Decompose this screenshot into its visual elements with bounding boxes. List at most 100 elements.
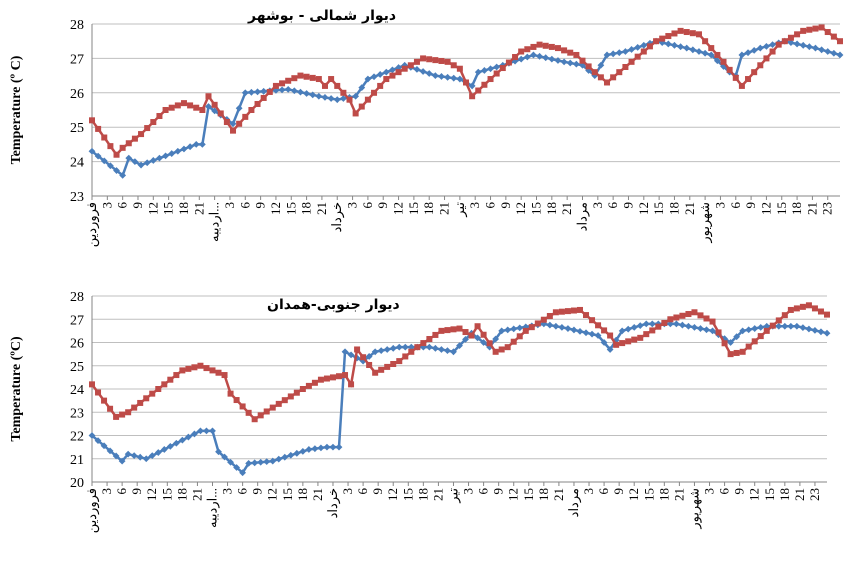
data-point — [336, 373, 343, 380]
data-point — [366, 361, 373, 368]
data-point — [530, 43, 537, 50]
data-point — [775, 317, 782, 324]
data-point — [118, 457, 126, 465]
x-tick-label: 3 — [590, 202, 605, 209]
data-point — [631, 336, 638, 343]
data-point — [727, 339, 735, 346]
data-point — [824, 29, 831, 36]
data-point — [456, 325, 463, 332]
data-point — [143, 159, 151, 167]
x-tick-label: 6 — [114, 488, 129, 495]
data-point — [346, 96, 353, 103]
data-point — [420, 340, 427, 347]
data-point — [480, 67, 488, 74]
data-point — [365, 353, 373, 360]
data-point — [297, 88, 304, 96]
data-point — [618, 327, 626, 335]
data-point — [321, 93, 329, 101]
data-point — [239, 469, 247, 477]
data-point — [603, 51, 611, 59]
data-point — [518, 48, 525, 55]
x-tick-label: 6 — [728, 202, 743, 209]
data-point — [576, 306, 583, 313]
data-point — [113, 151, 120, 158]
data-point — [335, 443, 343, 451]
data-point — [203, 427, 210, 435]
data-point — [751, 338, 758, 345]
data-point — [646, 43, 653, 50]
data-point — [354, 346, 361, 353]
data-point — [432, 344, 439, 352]
data-point — [606, 346, 614, 353]
data-point — [751, 69, 758, 76]
data-point — [193, 104, 200, 111]
x-tick-label: شهریور — [686, 488, 702, 530]
data-point — [542, 54, 550, 62]
x-tick-label: شهریور — [697, 202, 713, 244]
data-point — [227, 390, 234, 397]
data-point — [727, 351, 734, 358]
data-point — [389, 344, 397, 352]
data-point — [677, 27, 684, 34]
data-point — [376, 71, 384, 78]
data-point — [168, 104, 175, 111]
data-point — [266, 88, 273, 95]
data-point — [372, 369, 379, 376]
x-tick-label: 9 — [732, 488, 747, 495]
x-tick-label: 18 — [656, 488, 671, 501]
data-point — [197, 427, 204, 435]
data-point — [800, 27, 807, 34]
data-point — [522, 327, 529, 334]
x-tick-label: 12 — [144, 488, 159, 501]
data-point — [695, 31, 702, 38]
data-point — [536, 52, 543, 60]
data-point — [702, 38, 709, 45]
data-point — [327, 95, 335, 102]
data-point — [329, 374, 336, 381]
data-point — [817, 328, 825, 336]
data-point — [636, 322, 644, 330]
data-point — [329, 443, 337, 451]
x-tick-label: 6 — [596, 488, 611, 495]
data-point — [683, 29, 690, 36]
data-point — [721, 340, 728, 347]
x-tick-label: 9 — [498, 202, 513, 209]
data-point — [89, 117, 95, 124]
data-point — [275, 455, 283, 463]
x-tick-label: 3 — [461, 488, 476, 495]
data-point — [360, 354, 367, 361]
data-point — [425, 70, 433, 77]
data-point — [303, 73, 310, 80]
data-point — [245, 460, 253, 467]
data-point — [450, 74, 458, 82]
data-point — [597, 61, 605, 69]
data-point — [180, 100, 187, 107]
data-point — [709, 327, 716, 335]
data-point — [474, 334, 481, 342]
data-point — [573, 51, 580, 58]
data-point — [781, 322, 789, 330]
data-point — [130, 452, 138, 460]
data-point — [358, 84, 366, 92]
x-tick-label: 9 — [370, 488, 385, 495]
x-tick-label: 15 — [762, 488, 777, 501]
x-tick-label: 23 — [807, 488, 822, 501]
data-point — [317, 376, 324, 383]
data-point — [178, 436, 186, 444]
data-point — [334, 82, 341, 89]
data-point — [653, 38, 660, 45]
data-point — [739, 348, 746, 355]
data-point — [413, 66, 421, 73]
data-point — [236, 120, 243, 127]
data-point — [402, 353, 409, 360]
data-point — [263, 458, 271, 466]
data-point — [384, 363, 391, 370]
data-point — [119, 411, 126, 418]
data-point — [554, 57, 562, 64]
x-tick-label: 3 — [99, 202, 114, 209]
data-point — [131, 404, 138, 411]
data-point — [564, 308, 571, 315]
data-point — [254, 88, 261, 96]
x-tick-label: 9 — [611, 488, 626, 495]
x-tick-label: 6 — [605, 202, 620, 209]
